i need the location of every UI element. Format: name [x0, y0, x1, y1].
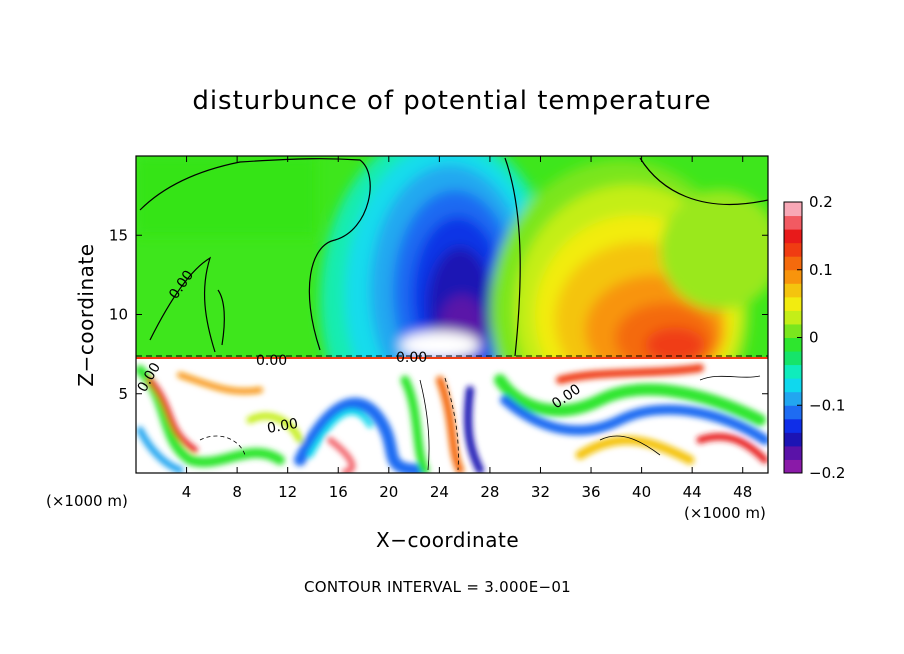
colorbar: 0.2 0.1 0 −0.1 −0.2: [783, 193, 845, 482]
x-tick-label: 36: [581, 483, 600, 501]
colorbar-swatch: [784, 459, 802, 474]
colorbar-swatch: [784, 405, 802, 420]
contour-label: 0.00: [256, 353, 287, 369]
colorbar-swatch: [784, 283, 802, 298]
y-tick-label: 5: [118, 385, 128, 403]
x-tick-label: 32: [531, 483, 550, 501]
contour-label: 0.00: [266, 416, 299, 437]
colorbar-swatch: [784, 445, 802, 460]
colorbar-tick-label: 0.1: [809, 261, 833, 279]
chart-title: disturbunce of potential temperature: [192, 86, 712, 116]
x-tick-label: 24: [430, 483, 449, 501]
x-unit-label-right: (×1000 m): [684, 504, 766, 522]
colorbar-swatch: [784, 229, 802, 244]
x-tick-label: 16: [329, 483, 348, 501]
lower-turbulent-layer: [136, 358, 768, 473]
x-tick-label: 20: [379, 483, 398, 501]
x-tick-label: 48: [733, 483, 752, 501]
colorbar-swatch: [784, 242, 802, 257]
upper-field: [136, 156, 768, 358]
x-tick-label: 8: [232, 483, 242, 501]
x-tick-label: 44: [683, 483, 702, 501]
x-tick-label: 4: [182, 483, 192, 501]
colorbar-swatch: [784, 269, 802, 284]
x-unit-label: (×1000 m): [46, 492, 128, 510]
colorbar-tick-label: −0.2: [809, 464, 845, 482]
colorbar-swatch: [784, 364, 802, 379]
colorbar-tick-label: −0.1: [809, 396, 845, 414]
zero-contours: [139, 157, 768, 357]
colorbar-swatch: [784, 378, 802, 393]
contour-interval-note: CONTOUR INTERVAL = 3.000E−01: [304, 578, 572, 596]
x-tick-label: 12: [278, 483, 297, 501]
x-axis: 4 8 12 16 20 24 28 32 36 40 44 48: [182, 156, 752, 501]
colorbar-swatch: [784, 432, 802, 447]
contour-label: 0.00: [396, 350, 427, 366]
colorbar-swatch: [784, 296, 802, 311]
colorbar-tick-label: 0: [809, 329, 819, 347]
colorbar-swatch: [784, 351, 802, 366]
colorbar-swatch: [784, 310, 802, 325]
x-tick-label: 40: [632, 483, 651, 501]
x-axis-label: X−coordinate: [376, 528, 520, 552]
colorbar-swatch: [784, 202, 802, 217]
colorbar-swatch: [784, 337, 802, 352]
colorbar-swatch: [784, 391, 802, 406]
y-axis-label: Z−coordinate: [74, 243, 98, 387]
y-tick-label: 10: [109, 306, 128, 324]
colorbar-tick-label: 0.2: [809, 193, 833, 211]
colorbar-swatch: [784, 418, 802, 433]
x-tick-label: 28: [480, 483, 499, 501]
y-axis: 5 10 15: [109, 226, 768, 403]
y-tick-label: 15: [109, 226, 128, 244]
colorbar-swatch: [784, 256, 802, 271]
colorbar-swatch: [784, 215, 802, 230]
colorbar-swatch: [784, 323, 802, 338]
